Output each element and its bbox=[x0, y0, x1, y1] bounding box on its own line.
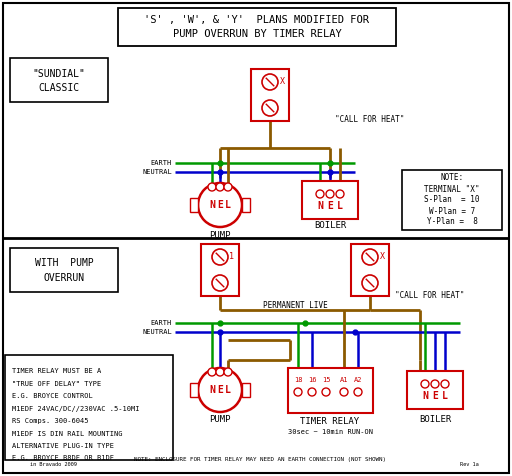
Text: OVERRUN: OVERRUN bbox=[44, 273, 84, 283]
Circle shape bbox=[208, 368, 216, 376]
Bar bbox=[190, 198, 198, 212]
Text: 'S' , 'W', & 'Y'  PLANS MODIFIED FOR: 'S' , 'W', & 'Y' PLANS MODIFIED FOR bbox=[144, 15, 370, 25]
Circle shape bbox=[262, 100, 278, 116]
Text: PUMP: PUMP bbox=[209, 416, 231, 425]
Bar bbox=[251, 69, 289, 121]
Circle shape bbox=[326, 190, 334, 198]
Text: A2: A2 bbox=[354, 377, 362, 383]
Text: TIMER RELAY MUST BE A: TIMER RELAY MUST BE A bbox=[12, 368, 101, 374]
Text: 15: 15 bbox=[322, 377, 330, 383]
Text: Rev 1a: Rev 1a bbox=[460, 463, 479, 467]
Text: E: E bbox=[432, 391, 438, 401]
Text: CLASSIC: CLASSIC bbox=[38, 83, 79, 93]
Text: "SUNDIAL": "SUNDIAL" bbox=[33, 69, 86, 79]
Circle shape bbox=[198, 368, 242, 412]
Text: NEUTRAL: NEUTRAL bbox=[142, 329, 172, 335]
Circle shape bbox=[441, 380, 449, 388]
Text: S-Plan  = 10: S-Plan = 10 bbox=[424, 196, 480, 205]
Bar bbox=[190, 383, 198, 397]
Text: N: N bbox=[422, 391, 428, 401]
Text: PUMP: PUMP bbox=[209, 230, 231, 239]
Text: E: E bbox=[217, 200, 223, 210]
Text: "TRUE OFF DELAY" TYPE: "TRUE OFF DELAY" TYPE bbox=[12, 380, 101, 387]
Bar bbox=[302, 181, 358, 219]
Text: N: N bbox=[209, 200, 215, 210]
Text: TIMER RELAY: TIMER RELAY bbox=[301, 417, 359, 426]
Circle shape bbox=[322, 388, 330, 396]
Text: M1EDF 24VAC/DC//230VAC .5-10MI: M1EDF 24VAC/DC//230VAC .5-10MI bbox=[12, 406, 139, 411]
Text: 16: 16 bbox=[308, 377, 316, 383]
Bar bbox=[242, 383, 250, 397]
Circle shape bbox=[294, 388, 302, 396]
Bar bbox=[242, 198, 250, 212]
Text: Y-Plan =  8: Y-Plan = 8 bbox=[426, 218, 477, 227]
Circle shape bbox=[362, 249, 378, 265]
Text: 1: 1 bbox=[229, 252, 234, 261]
Text: X: X bbox=[379, 252, 385, 261]
Bar bbox=[10, 248, 118, 292]
Circle shape bbox=[212, 249, 228, 265]
Text: BOILER: BOILER bbox=[419, 416, 451, 425]
Circle shape bbox=[216, 183, 224, 191]
Circle shape bbox=[224, 183, 232, 191]
Text: NOTE: ENCLOSURE FOR TIMER RELAY MAY NEED AN EARTH CONNECTION (NOT SHOWN): NOTE: ENCLOSURE FOR TIMER RELAY MAY NEED… bbox=[134, 457, 386, 463]
Text: L: L bbox=[442, 391, 448, 401]
Text: 30sec ~ 10min RUN-ON: 30sec ~ 10min RUN-ON bbox=[288, 429, 373, 435]
Text: TERMINAL "X": TERMINAL "X" bbox=[424, 185, 480, 194]
Text: L: L bbox=[225, 200, 231, 210]
Text: RS Comps. 300-6045: RS Comps. 300-6045 bbox=[12, 418, 89, 424]
Circle shape bbox=[362, 275, 378, 291]
Circle shape bbox=[431, 380, 439, 388]
Circle shape bbox=[354, 388, 362, 396]
Text: L: L bbox=[337, 201, 343, 211]
Bar bbox=[351, 244, 389, 296]
Circle shape bbox=[212, 275, 228, 291]
Circle shape bbox=[262, 74, 278, 90]
Text: EARTH: EARTH bbox=[151, 320, 172, 326]
Bar bbox=[10, 58, 108, 102]
Circle shape bbox=[216, 368, 224, 376]
Circle shape bbox=[198, 183, 242, 227]
Circle shape bbox=[421, 380, 429, 388]
Text: X: X bbox=[280, 77, 285, 86]
Bar bbox=[201, 244, 239, 296]
Text: W-Plan = 7: W-Plan = 7 bbox=[429, 207, 475, 216]
Bar bbox=[118, 8, 396, 46]
Text: "CALL FOR HEAT": "CALL FOR HEAT" bbox=[335, 116, 404, 125]
Circle shape bbox=[336, 190, 344, 198]
Circle shape bbox=[316, 190, 324, 198]
Text: "CALL FOR HEAT": "CALL FOR HEAT" bbox=[395, 290, 464, 299]
Text: NOTE:: NOTE: bbox=[440, 173, 463, 182]
Text: L: L bbox=[225, 385, 231, 395]
Text: EARTH: EARTH bbox=[151, 160, 172, 166]
Text: PUMP OVERRUN BY TIMER RELAY: PUMP OVERRUN BY TIMER RELAY bbox=[173, 29, 342, 39]
Bar bbox=[407, 371, 463, 409]
Bar bbox=[288, 368, 373, 413]
Text: NEUTRAL: NEUTRAL bbox=[142, 169, 172, 175]
Text: 18: 18 bbox=[294, 377, 302, 383]
Bar bbox=[402, 170, 502, 230]
Circle shape bbox=[208, 183, 216, 191]
Bar bbox=[5, 355, 173, 460]
Text: in Bravado 2009: in Bravado 2009 bbox=[30, 463, 77, 467]
Text: PERMANENT LIVE: PERMANENT LIVE bbox=[263, 300, 327, 309]
Text: M1EDF IS DIN RAIL MOUNTING: M1EDF IS DIN RAIL MOUNTING bbox=[12, 430, 122, 436]
Text: BOILER: BOILER bbox=[314, 220, 346, 229]
Text: ALTERNATIVE PLUG-IN TYPE: ALTERNATIVE PLUG-IN TYPE bbox=[12, 443, 114, 449]
Text: N: N bbox=[317, 201, 323, 211]
Circle shape bbox=[308, 388, 316, 396]
Text: N: N bbox=[209, 385, 215, 395]
Circle shape bbox=[224, 368, 232, 376]
Text: WITH  PUMP: WITH PUMP bbox=[35, 258, 93, 268]
Circle shape bbox=[340, 388, 348, 396]
Text: E.G. BROYCE B8DF OR B1DF: E.G. BROYCE B8DF OR B1DF bbox=[12, 456, 114, 462]
Text: A1: A1 bbox=[340, 377, 348, 383]
Text: E.G. BROYCE CONTROL: E.G. BROYCE CONTROL bbox=[12, 393, 93, 399]
Text: E: E bbox=[327, 201, 333, 211]
Text: E: E bbox=[217, 385, 223, 395]
